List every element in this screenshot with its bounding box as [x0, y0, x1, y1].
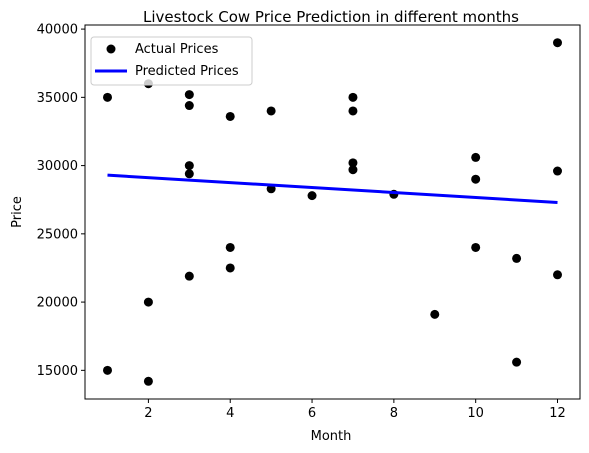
data-point: [471, 242, 481, 252]
data-point: [348, 92, 358, 102]
y-tick-label: 20000: [37, 296, 78, 311]
legend: Actual Prices Predicted Prices: [90, 36, 253, 86]
data-point: [307, 191, 317, 201]
y-tick-label: 40000: [37, 23, 78, 38]
data-point: [553, 38, 562, 48]
plot-frame: [84, 24, 581, 400]
legend-label-predicted: Predicted Prices: [135, 64, 239, 79]
data-point: [184, 90, 194, 100]
x-tick-label: 8: [390, 406, 398, 421]
data-point: [225, 111, 235, 121]
legend-label-actual: Actual Prices: [135, 42, 219, 57]
data-point: [103, 92, 112, 102]
x-tick-label: 2: [144, 406, 152, 421]
x-tick-label: 12: [549, 406, 566, 421]
y-tick-label: 35000: [37, 91, 78, 106]
x-tick-label: 10: [467, 406, 484, 421]
data-point: [184, 271, 194, 281]
y-axis-title: Price: [10, 196, 25, 228]
chart-title: Livestock Cow Price Prediction in differ…: [143, 8, 519, 26]
data-point: [143, 376, 153, 386]
data-point: [225, 242, 235, 252]
legend-marker-actual: [106, 44, 116, 54]
data-point: [512, 357, 522, 367]
data-point: [184, 169, 194, 179]
x-axis-title: Month: [311, 429, 352, 444]
data-point: [184, 161, 194, 171]
data-point: [348, 106, 358, 116]
data-point: [143, 297, 153, 307]
plot-area: [103, 38, 562, 386]
y-tick-label: 30000: [37, 159, 78, 174]
data-point: [430, 309, 440, 319]
data-point: [471, 174, 481, 184]
predicted-line: [107, 173, 558, 204]
data-point: [348, 158, 358, 168]
y-tick-label: 25000: [37, 227, 78, 242]
data-point: [348, 165, 358, 175]
data-point: [553, 270, 562, 280]
data-point: [184, 101, 194, 111]
x-tick-label: 6: [308, 406, 316, 421]
x-tick-label: 4: [226, 406, 234, 421]
data-point: [553, 166, 562, 176]
legend-box: [90, 36, 253, 86]
data-point: [225, 263, 235, 273]
data-point: [266, 106, 276, 116]
data-point: [512, 253, 522, 263]
data-point: [103, 365, 112, 375]
y-tick-label: 15000: [37, 364, 78, 379]
data-point: [471, 152, 481, 162]
axes-ticks: 2 4 6 8 10 12 15000 20000 25000 30000 35000 40000: [37, 23, 566, 421]
